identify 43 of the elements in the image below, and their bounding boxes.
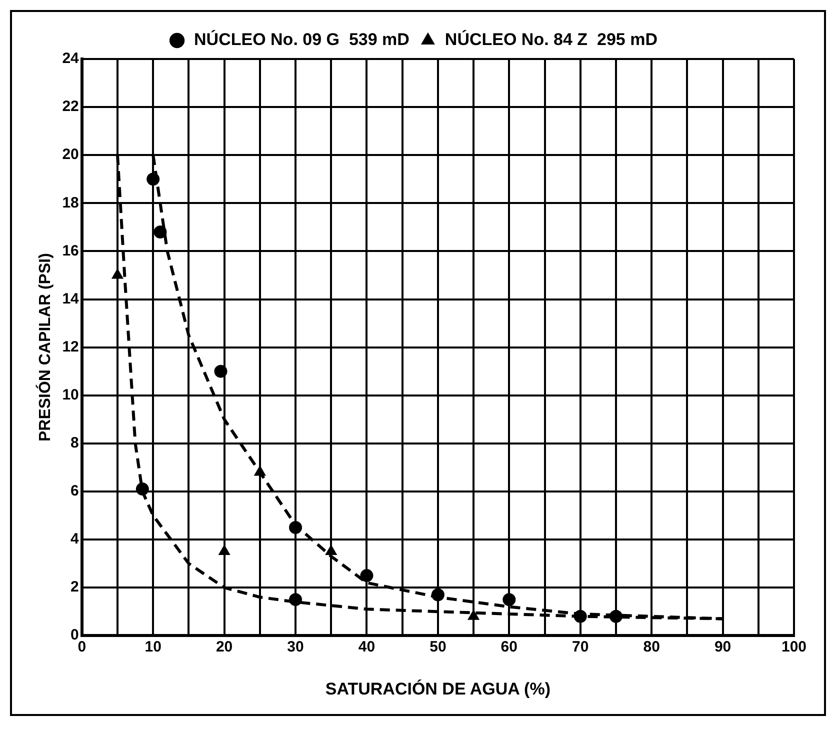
y-tick-label: 16	[62, 242, 79, 260]
point	[289, 520, 302, 534]
y-axis-title: PRESIÓN CAPILAR (PSI)	[35, 253, 54, 442]
point	[468, 610, 480, 620]
y-tick-label: 24	[62, 50, 80, 68]
point	[360, 569, 374, 582]
point	[146, 172, 160, 186]
x-tick-label: 30	[287, 638, 304, 656]
y-tick-label: 6	[70, 482, 79, 500]
y-tick-label: 10	[62, 386, 79, 404]
y-tick-label: 20	[62, 146, 79, 164]
x-tick-label: 60	[500, 638, 518, 656]
point	[136, 482, 149, 496]
point	[154, 225, 167, 238]
x-tick-label: 10	[144, 638, 162, 656]
x-tick-label: 90	[714, 638, 732, 656]
x-tick-label: 40	[358, 638, 376, 656]
x-tick-label: 50	[430, 638, 446, 656]
y-tick-label: 2	[70, 578, 79, 596]
point	[574, 610, 587, 623]
point	[214, 364, 228, 378]
point	[218, 545, 230, 556]
y-tick-label: 18	[62, 194, 79, 212]
y-tick-label: 4	[70, 530, 80, 548]
y-tick-label: 12	[62, 338, 79, 356]
legend-label: NÚCLEO No. 09 G 539 mD	[194, 29, 410, 50]
point	[325, 545, 337, 556]
y-tick-label: 0	[70, 626, 79, 644]
point	[609, 610, 622, 623]
y-tick-label: 8	[70, 434, 79, 452]
x-tick-label: 80	[643, 638, 660, 656]
x-tick-label: 20	[216, 638, 233, 656]
y-tick-label: 22	[62, 98, 79, 116]
x-tick-label: 70	[572, 638, 589, 656]
legend-label: NÚCLEO No. 84 Z 295 mD	[444, 29, 658, 50]
x-axis-title: SATURACIÓN DE AGUA (%)	[325, 678, 550, 698]
point	[112, 268, 124, 279]
point	[289, 593, 302, 606]
y-tick-label: 14	[62, 290, 80, 308]
point	[254, 466, 266, 476]
point	[502, 593, 516, 606]
x-tick-label: 100	[781, 638, 807, 656]
point	[431, 588, 444, 602]
